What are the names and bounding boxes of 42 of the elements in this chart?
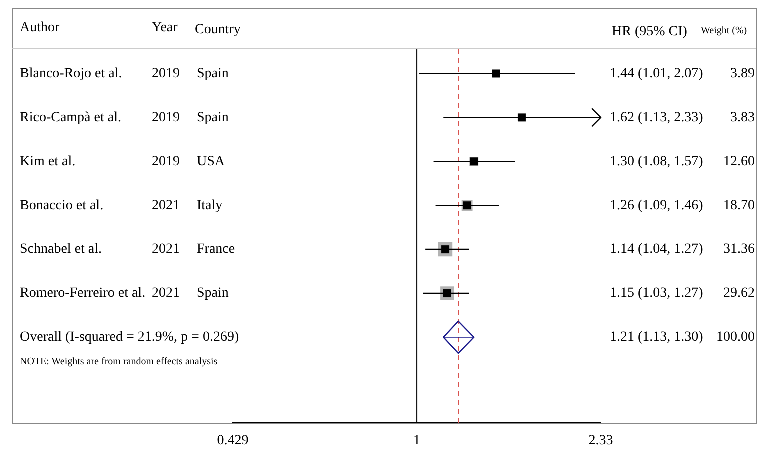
data-label: 3.83 bbox=[730, 110, 755, 126]
text: 2019 bbox=[152, 110, 180, 126]
text: Spain bbox=[197, 66, 229, 82]
data-label: 29.62 bbox=[724, 286, 755, 302]
text: 1.62 (1.13, 2.33) bbox=[610, 110, 704, 126]
text: 1.15 (1.03, 1.27) bbox=[610, 286, 704, 302]
y-tick-label: Schnabel et al. bbox=[20, 242, 102, 258]
text: Spain bbox=[197, 110, 229, 126]
data-label: 18.70 bbox=[724, 198, 755, 214]
text: 2021 bbox=[152, 198, 180, 214]
text: USA bbox=[197, 154, 226, 170]
y-tick-label: Romero-Ferreiro et al. bbox=[20, 286, 146, 302]
text: 2021 bbox=[152, 242, 180, 258]
text: NOTE: Weights are from random effects analysis bbox=[20, 356, 218, 368]
text: 1.21 (1.13, 1.30) bbox=[610, 330, 704, 346]
text: 1.30 (1.08, 1.57) bbox=[610, 154, 704, 170]
y-tick-label: Blanco-Rojo et al. bbox=[20, 66, 122, 82]
text: Spain bbox=[197, 286, 229, 302]
y-tick-label: Bonaccio et al. bbox=[20, 198, 104, 214]
text: Year bbox=[152, 20, 178, 36]
x-tick-label: 2.33 bbox=[588, 433, 614, 448]
annotation: France bbox=[197, 242, 236, 258]
y-tick-label: Kim et al. bbox=[20, 154, 76, 170]
text: 100.00 bbox=[716, 330, 755, 346]
text: 2021 bbox=[152, 286, 180, 302]
x-tick-label: 1 bbox=[414, 433, 421, 448]
data-label: 31.36 bbox=[724, 242, 755, 258]
text: 1.14 (1.04, 1.27) bbox=[610, 242, 704, 258]
y-tick-label: Rico-Campà et al. bbox=[20, 110, 122, 126]
y-tick-label: Overall (I-squared = 21.9%, p = 0.269) bbox=[20, 330, 240, 346]
text: 1.44 (1.01, 2.07) bbox=[610, 66, 704, 82]
text: HR (95% CI) bbox=[612, 24, 688, 40]
text: Italy bbox=[197, 198, 223, 214]
text: Author bbox=[20, 20, 60, 36]
text: Country bbox=[195, 22, 241, 38]
text: 2019 bbox=[152, 154, 180, 170]
data-label: 3.89 bbox=[730, 66, 755, 82]
data-label: 12.60 bbox=[724, 154, 755, 170]
x-tick-label: 0.429 bbox=[217, 433, 249, 448]
text: 2019 bbox=[152, 66, 180, 82]
text: Weight (%) bbox=[701, 26, 748, 37]
text: 1.26 (1.09, 1.46) bbox=[610, 198, 704, 214]
